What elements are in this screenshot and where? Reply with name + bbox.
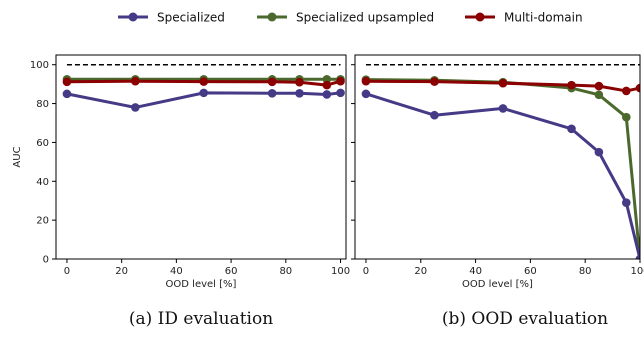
data-point — [430, 110, 439, 120]
legend-item-multi-domain: Multi-domain — [465, 11, 583, 25]
x-axis-label: OOD level [%] — [462, 279, 533, 290]
legend-item-specialized: Specialized — [118, 11, 225, 25]
data-point — [567, 80, 576, 90]
axes-frame — [55, 54, 347, 260]
data-point — [430, 77, 439, 86]
legend: Specialized Specialized upsampled Multi-do… — [118, 11, 583, 25]
x-tick-label: 100 — [331, 266, 350, 277]
legend-marker — [267, 12, 277, 22]
plot-area — [62, 74, 345, 112]
data-point — [621, 86, 631, 96]
panel-caption: (b) OOD evaluation — [442, 309, 608, 329]
y-tick-label: 0 — [43, 255, 49, 266]
y-axis-label: AUC — [12, 146, 23, 167]
series-multi-domain — [62, 76, 345, 90]
data-point — [267, 77, 277, 87]
legend-label: Multi-domain — [504, 11, 583, 25]
data-point — [322, 90, 332, 99]
series-multi-domain — [361, 76, 640, 96]
data-point — [621, 112, 631, 122]
data-point — [336, 88, 345, 98]
series-specialized — [361, 89, 640, 259]
data-point — [635, 83, 640, 93]
data-point — [498, 78, 508, 88]
x-tick-label: 20 — [414, 266, 427, 277]
data-point — [567, 124, 576, 134]
y-tick-label: 60 — [36, 138, 49, 149]
plot-area — [361, 75, 640, 259]
data-point — [199, 88, 209, 98]
data-point — [635, 254, 640, 259]
data-point — [498, 104, 508, 113]
data-point — [361, 76, 371, 86]
x-tick-label: 0 — [64, 266, 70, 277]
data-point — [131, 76, 140, 86]
data-point — [336, 76, 345, 86]
data-point — [62, 77, 72, 87]
series-specialized — [62, 88, 345, 112]
x-axis-label: OOD level [%] — [166, 279, 237, 290]
x-tick-label: 0 — [363, 266, 369, 277]
data-point — [361, 89, 371, 99]
data-point — [621, 198, 631, 207]
x-tick-label: 80 — [279, 266, 292, 277]
x-tick-label: 40 — [170, 266, 183, 277]
legend-item-specialized-upsampled: Specialized upsampled — [257, 11, 434, 25]
legend-marker — [128, 12, 138, 22]
data-point — [594, 147, 604, 157]
data-point — [594, 81, 604, 91]
data-point — [295, 77, 304, 87]
x-tick-label: 60 — [524, 266, 537, 277]
data-point — [322, 80, 332, 90]
x-tick-label: 40 — [469, 266, 482, 277]
legend-marker — [475, 12, 485, 22]
x-tick-label: 60 — [225, 266, 238, 277]
axes-frame — [354, 54, 641, 260]
data-point — [267, 88, 277, 98]
panel-caption: (a) ID evaluation — [129, 309, 273, 329]
data-point — [131, 103, 140, 112]
x-tick-label: 20 — [115, 266, 128, 277]
legend-label: Specialized — [157, 11, 225, 25]
y-tick-label: 100 — [30, 60, 49, 71]
panel-id-evaluation: 0 20 40 60 80 100 0 20 40 60 80 100 OOD level [%] AUC… — [12, 54, 350, 329]
data-point — [295, 88, 304, 98]
legend-label: Specialized upsampled — [296, 11, 434, 25]
x-tick-label: 80 — [579, 266, 592, 277]
series-specialized-upsampled — [361, 75, 640, 259]
panel-ood-evaluation: 0 20 40 60 80 100 OOD level [%] (b) OOD evaluat… — [351, 54, 644, 329]
data-point — [199, 77, 209, 86]
x-tick-label: 100 — [630, 266, 644, 277]
data-point — [594, 90, 604, 100]
data-point — [62, 89, 72, 99]
y-tick-label: 40 — [36, 177, 49, 188]
series-line — [365, 92, 640, 259]
y-tick-label: 80 — [36, 99, 49, 110]
y-tick-label: 20 — [36, 216, 49, 227]
